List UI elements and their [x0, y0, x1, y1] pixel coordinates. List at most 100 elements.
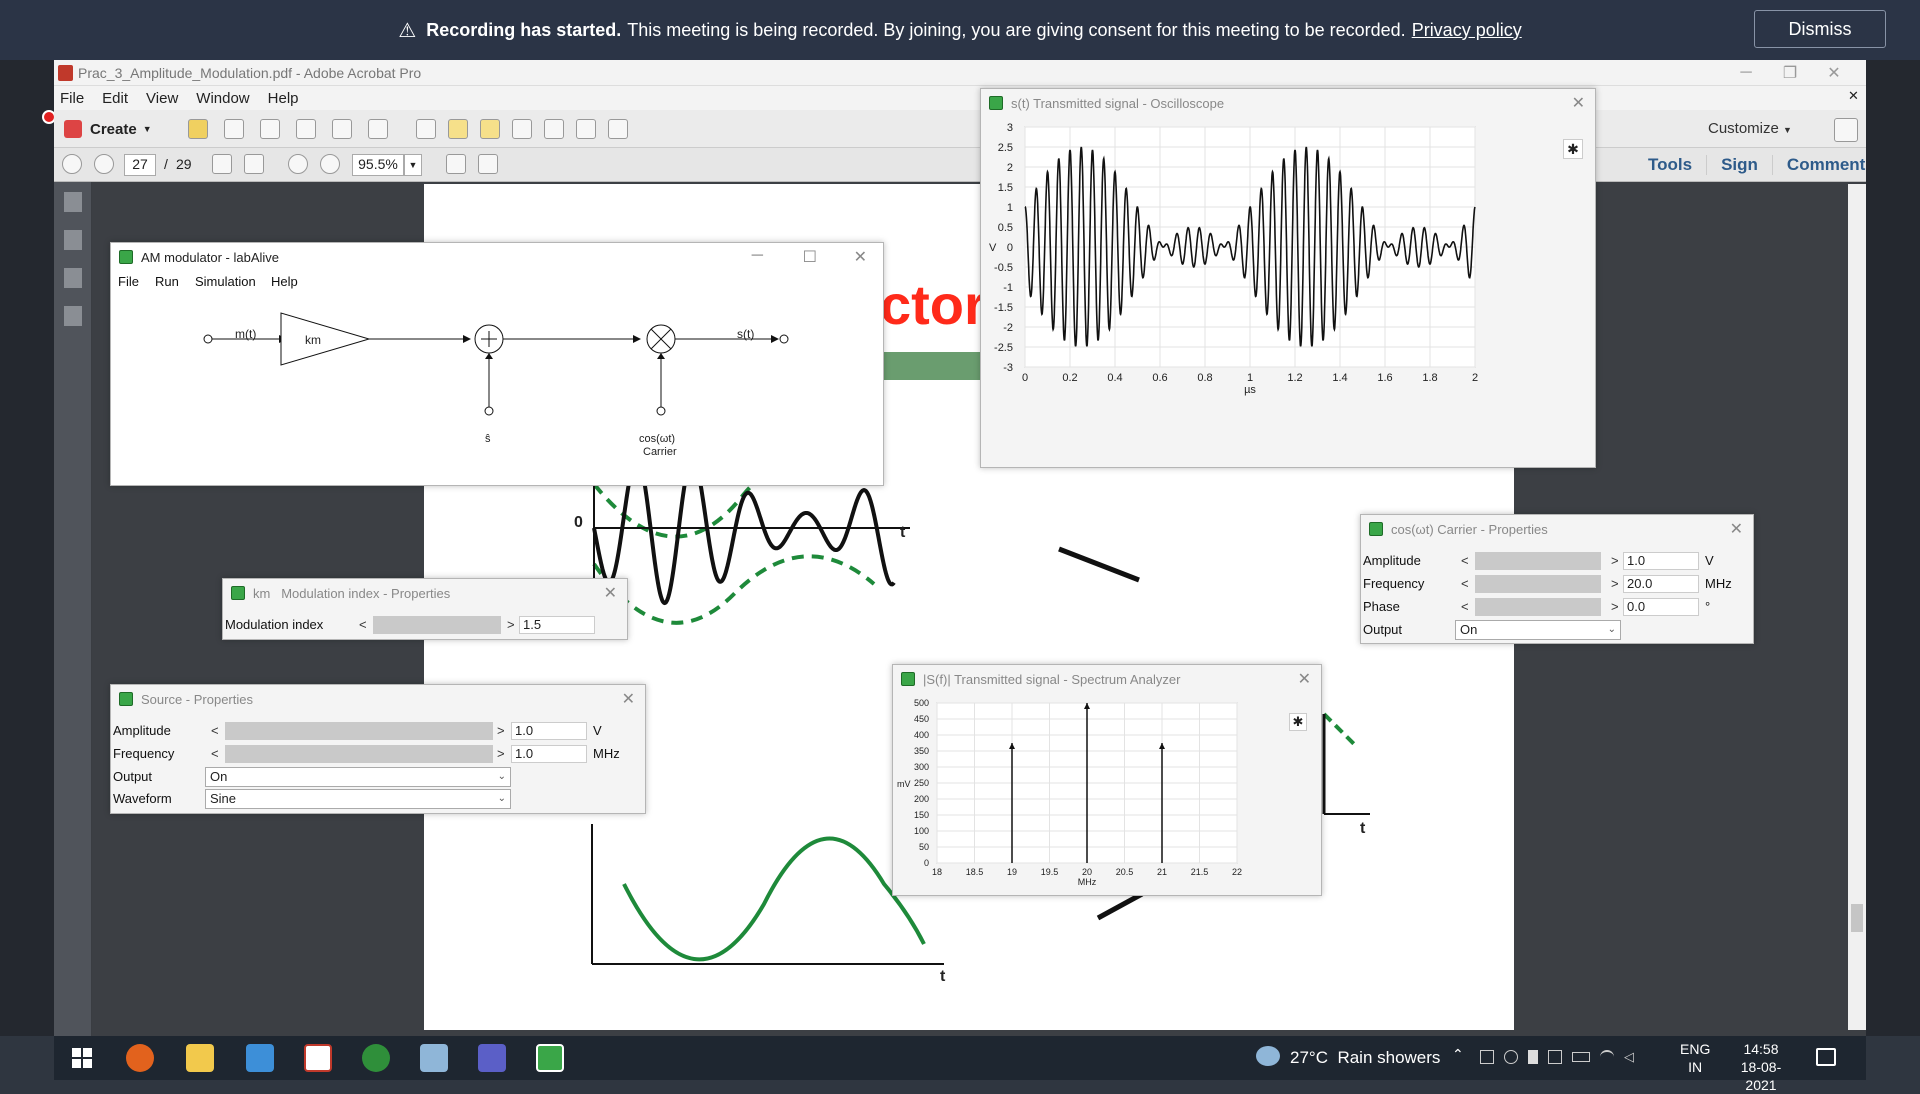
decrement-icon[interactable]: < — [359, 617, 367, 632]
save-icon[interactable] — [224, 119, 244, 139]
menu-help[interactable]: Help — [271, 274, 298, 289]
comment-icon[interactable] — [448, 119, 468, 139]
notifications-icon[interactable] — [1816, 1048, 1836, 1066]
tray-chevron-icon[interactable]: ⌃ — [1452, 1046, 1464, 1062]
zoom-dropdown-icon[interactable]: ▼ — [404, 154, 422, 176]
fit-page-icon[interactable] — [478, 154, 498, 174]
menu-run[interactable]: Run — [155, 274, 179, 289]
hand-tool-icon[interactable] — [244, 154, 264, 174]
maximize-icon[interactable]: ☐ — [802, 249, 817, 266]
modulation-index-slider[interactable] — [373, 616, 501, 634]
vertical-scrollbar[interactable] — [1848, 184, 1866, 1030]
amplitude-field[interactable]: 1.0 — [1623, 552, 1699, 570]
decrement-icon[interactable]: < — [211, 723, 219, 738]
globe-app-icon[interactable] — [362, 1044, 390, 1072]
increment-icon[interactable]: > — [1611, 576, 1619, 591]
email-icon[interactable] — [368, 119, 388, 139]
tray-update-icon[interactable] — [1504, 1050, 1518, 1064]
minimize-icon[interactable]: ─ — [751, 247, 763, 264]
close-icon[interactable]: ✕ — [1827, 65, 1841, 82]
settings-gear-icon[interactable]: ✱ — [1289, 713, 1307, 731]
menu-help[interactable]: Help — [267, 89, 299, 107]
close-icon[interactable]: ✕ — [1729, 521, 1743, 538]
decrement-icon[interactable]: < — [211, 746, 219, 761]
language-indicator[interactable]: ENG IN — [1680, 1040, 1710, 1076]
labalive-taskbar-icon[interactable] — [536, 1044, 564, 1072]
tab-comment[interactable]: Comment — [1771, 155, 1879, 175]
frequency-field[interactable]: 20.0 — [1623, 575, 1699, 593]
decrement-icon[interactable]: < — [1461, 553, 1469, 568]
clock[interactable]: 14:58 18-08-2021 — [1726, 1040, 1796, 1094]
volume-icon[interactable]: ◁ — [1624, 1049, 1634, 1064]
restore-icon[interactable]: ❐ — [1782, 65, 1798, 82]
modulation-index-field[interactable]: 1.5 — [519, 616, 595, 634]
weather-icon[interactable] — [1256, 1046, 1280, 1066]
amplitude-slider[interactable] — [225, 722, 493, 740]
waveform-select[interactable]: Sine ⌄ — [205, 789, 511, 809]
customize-button[interactable]: Customize ▼ — [1708, 120, 1792, 137]
minimize-icon[interactable]: ─ — [1740, 64, 1752, 81]
tray-window-icon[interactable] — [1548, 1050, 1562, 1064]
battery-icon[interactable] — [1572, 1052, 1590, 1062]
close-icon[interactable]: ✕ — [621, 691, 635, 708]
extract-page-icon[interactable] — [544, 119, 564, 139]
teams-icon[interactable] — [478, 1044, 506, 1072]
tab-sign[interactable]: Sign — [1706, 155, 1772, 175]
signatures-icon[interactable] — [64, 306, 82, 326]
menu-file[interactable]: File — [60, 89, 85, 107]
upload-cloud-icon[interactable] — [260, 119, 280, 139]
delete-page-icon[interactable] — [512, 119, 532, 139]
menu-simulation[interactable]: Simulation — [195, 274, 256, 289]
pages-panel-icon[interactable] — [64, 192, 82, 212]
increment-icon[interactable]: > — [1611, 553, 1619, 568]
firefox-icon[interactable] — [126, 1044, 154, 1072]
frequency-slider[interactable] — [225, 745, 493, 763]
menu-window[interactable]: Window — [196, 89, 250, 107]
microphone-icon[interactable] — [1528, 1050, 1538, 1064]
file-explorer-icon[interactable] — [186, 1044, 214, 1072]
fullscreen-icon[interactable] — [1834, 118, 1858, 142]
prev-page-icon[interactable] — [62, 154, 82, 174]
menu-view[interactable]: View — [146, 89, 179, 107]
wifi-icon[interactable] — [1600, 1050, 1614, 1064]
increment-icon[interactable]: > — [507, 617, 515, 632]
create-button[interactable]: Create ▼ — [64, 118, 152, 140]
output-select[interactable]: On ⌄ — [205, 767, 511, 787]
zoom-input[interactable]: 95.5% — [352, 154, 404, 176]
tray-app-icon[interactable] — [1480, 1050, 1494, 1064]
app-blue-icon[interactable] — [246, 1044, 274, 1072]
menu-edit[interactable]: Edit — [102, 89, 129, 107]
phase-slider[interactable] — [1475, 598, 1601, 616]
menu-file[interactable]: File — [118, 274, 139, 289]
form-icon[interactable] — [608, 119, 628, 139]
select-tool-icon[interactable] — [212, 154, 232, 174]
frequency-slider[interactable] — [1475, 575, 1601, 593]
bookmarks-icon[interactable] — [64, 230, 82, 250]
app-tool-icon[interactable] — [420, 1044, 448, 1072]
export-icon[interactable] — [576, 119, 596, 139]
tab-tools[interactable]: Tools — [1648, 155, 1693, 174]
decrement-icon[interactable]: < — [1461, 576, 1469, 591]
fit-width-icon[interactable] — [446, 154, 466, 174]
zoom-in-icon[interactable] — [320, 154, 340, 174]
zoom-out-icon[interactable] — [288, 154, 308, 174]
output-select[interactable]: On ⌄ — [1455, 620, 1621, 640]
amplitude-slider[interactable] — [1475, 552, 1601, 570]
increment-icon[interactable]: > — [497, 746, 505, 761]
decrement-icon[interactable]: < — [1461, 599, 1469, 614]
print-icon[interactable] — [296, 119, 316, 139]
page-number-input[interactable]: 27 — [124, 154, 156, 176]
close-icon[interactable]: ✕ — [853, 249, 867, 266]
close-icon[interactable]: ✕ — [1297, 671, 1311, 688]
edit-icon[interactable] — [332, 119, 352, 139]
amplitude-field[interactable]: 1.0 — [511, 722, 587, 740]
phase-field[interactable]: 0.0 — [1623, 598, 1699, 616]
settings-icon[interactable] — [416, 119, 436, 139]
next-page-icon[interactable] — [94, 154, 114, 174]
acrobat-taskbar-icon[interactable] — [304, 1044, 332, 1072]
close-doc-icon[interactable]: ✕ — [1848, 88, 1859, 103]
close-icon[interactable]: ✕ — [1571, 95, 1585, 112]
frequency-field[interactable]: 1.0 — [511, 745, 587, 763]
close-icon[interactable]: ✕ — [603, 585, 617, 602]
highlight-icon[interactable] — [480, 119, 500, 139]
